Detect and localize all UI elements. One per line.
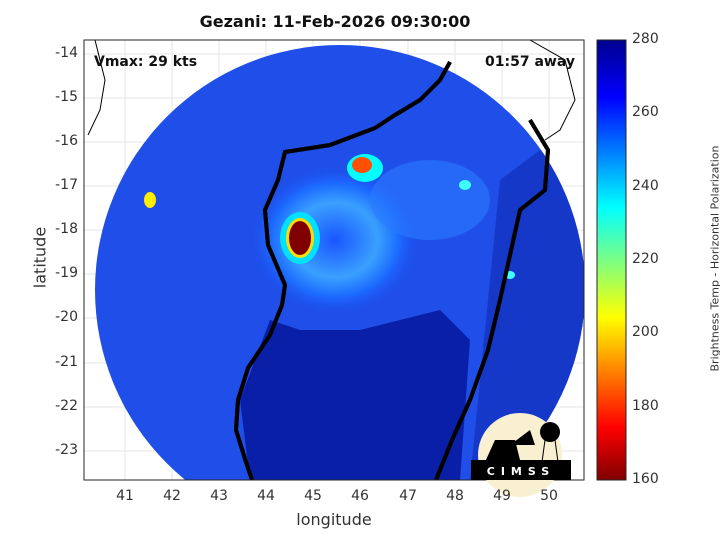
x-axis-label: longitude xyxy=(296,510,372,529)
colorbar-tick: 200 xyxy=(632,324,659,340)
x-tick: 42 xyxy=(163,488,181,504)
x-tick: 41 xyxy=(116,488,134,504)
y-axis-label: latitude xyxy=(30,226,50,289)
x-tick: 43 xyxy=(210,488,228,504)
colorbar-tick: 180 xyxy=(632,398,659,414)
colorbar xyxy=(596,39,627,481)
y-tick: -16 xyxy=(55,133,78,149)
y-tick: -22 xyxy=(55,398,78,414)
y-tick: -19 xyxy=(55,265,78,281)
x-tick: 49 xyxy=(493,488,511,504)
colorbar-tick: 240 xyxy=(632,178,659,194)
x-tick: 48 xyxy=(446,488,464,504)
y-tick: -15 xyxy=(55,89,78,105)
time-away-label: 01:57 away xyxy=(485,54,575,70)
colorbar-label: Brightness Temp - Horizontal Polarizatio… xyxy=(708,145,720,372)
plot-title: Gezani: 11-Feb-2026 09:30:00 xyxy=(199,12,471,31)
y-tick: -21 xyxy=(55,354,78,370)
y-tick: -17 xyxy=(55,177,78,193)
colorbar-tick: 220 xyxy=(632,251,659,267)
colorbar-tick: 260 xyxy=(632,104,659,120)
axes-box xyxy=(83,39,585,481)
cimss-logo xyxy=(471,413,571,497)
x-tick: 46 xyxy=(351,488,369,504)
vmax-label: Vmax: 29 kts xyxy=(94,54,198,70)
y-tick: -14 xyxy=(55,45,78,61)
logo-text: CIMSS xyxy=(486,465,556,478)
coastlines xyxy=(87,40,576,480)
x-tick: 45 xyxy=(304,488,322,504)
x-tick: 44 xyxy=(257,488,275,504)
colorbar-tick: 160 xyxy=(632,471,659,487)
brightness-temp-image xyxy=(95,45,584,480)
x-tick: 50 xyxy=(540,488,558,504)
y-tick: -23 xyxy=(55,442,78,458)
y-tick: -20 xyxy=(55,309,78,325)
y-tick: -18 xyxy=(55,221,78,237)
x-tick: 47 xyxy=(399,488,417,504)
colorbar-tick: 280 xyxy=(632,31,659,47)
